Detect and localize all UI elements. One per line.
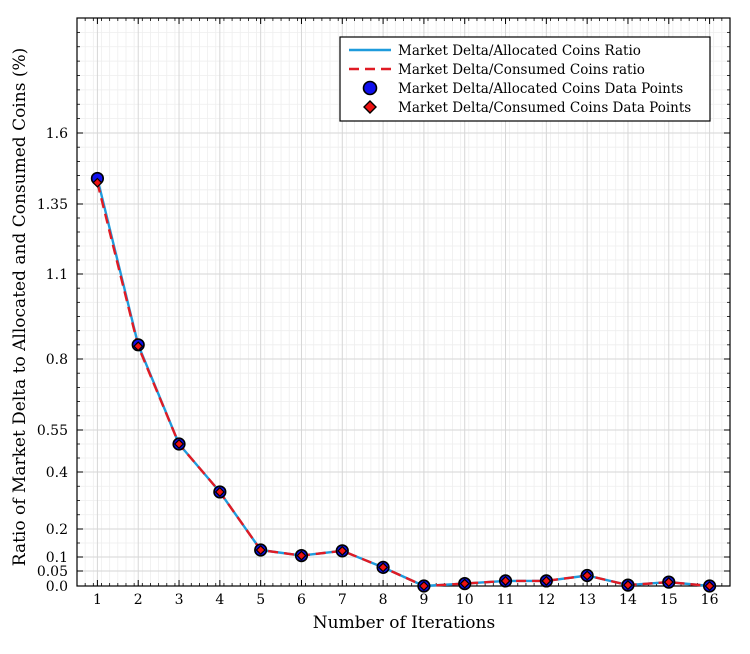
x-tick-label: 10 bbox=[456, 592, 474, 608]
legend-label: Market Delta/Consumed Coins ratio bbox=[398, 62, 645, 78]
y-tick-label: 1.6 bbox=[46, 126, 68, 142]
data-point-consumed bbox=[500, 575, 511, 586]
data-point-consumed bbox=[92, 177, 103, 188]
x-tick-label: 4 bbox=[215, 592, 224, 608]
x-tick-label: 9 bbox=[419, 592, 428, 608]
x-tick-label: 15 bbox=[660, 592, 678, 608]
markers bbox=[90, 171, 717, 593]
x-tick-label: 6 bbox=[297, 592, 306, 608]
data-point-consumed bbox=[173, 438, 185, 450]
data-point-consumed bbox=[582, 570, 593, 581]
data-point-consumed bbox=[378, 562, 389, 573]
data-point-consumed bbox=[459, 578, 470, 589]
legend-label: Market Delta/Allocated Coins Data Points bbox=[398, 81, 683, 97]
y-tick-label: 0.4 bbox=[46, 465, 68, 481]
data-point-consumed bbox=[337, 545, 348, 556]
data-point-consumed bbox=[255, 544, 266, 556]
data-point-consumed bbox=[622, 580, 634, 591]
data-point-consumed bbox=[418, 580, 429, 592]
legend-label: Market Delta/Consumed Coins Data Points bbox=[398, 100, 691, 116]
series bbox=[96, 178, 710, 588]
y-axis-label: Ratio of Market Delta to Allocated and C… bbox=[10, 48, 30, 567]
series-line-consumed bbox=[96, 182, 710, 588]
legend-swatch-consumed-point bbox=[363, 100, 377, 114]
data-point-consumed bbox=[133, 341, 144, 352]
x-tick-label: 7 bbox=[338, 592, 347, 608]
x-tick-label: 2 bbox=[134, 592, 143, 608]
x-tick-label: 5 bbox=[256, 592, 265, 608]
legend-box bbox=[339, 36, 711, 122]
y-tick-label: 1.35 bbox=[37, 197, 68, 213]
x-tick-label: 11 bbox=[497, 592, 515, 608]
x-tick-label: 3 bbox=[175, 592, 184, 608]
x-tick-label: 13 bbox=[578, 592, 596, 608]
y-tick-label: 0.1 bbox=[46, 550, 68, 566]
x-tick-label: 1 bbox=[93, 592, 102, 608]
x-tick-label: 16 bbox=[701, 592, 719, 608]
x-tick-label: 8 bbox=[379, 592, 388, 608]
x-tick-label: 12 bbox=[537, 592, 555, 608]
data-point-consumed bbox=[663, 577, 674, 588]
data-point-consumed bbox=[214, 486, 225, 497]
legend-swatch-allocated-point bbox=[362, 80, 378, 96]
x-tick-label: 14 bbox=[619, 592, 637, 608]
x-axis-label: Number of Iterations bbox=[313, 613, 495, 633]
data-point-consumed bbox=[296, 550, 307, 561]
y-tick-label: 0.8 bbox=[46, 352, 68, 368]
y-tick-label: 0.2 bbox=[46, 522, 68, 538]
data-point-consumed bbox=[541, 575, 552, 586]
tick-labels: 1 2 3 4 5 6 7 8 9 10 11 12 13 14 15 160.00.050.10.20.40… bbox=[37, 126, 719, 608]
y-tick-label: 1.1 bbox=[46, 267, 68, 283]
data-point-consumed bbox=[704, 580, 715, 592]
y-tick-label: 0.55 bbox=[37, 423, 68, 439]
y-tick-label: 0.05 bbox=[37, 564, 68, 580]
legend-label: Market Delta/Allocated Coins Ratio bbox=[398, 43, 641, 59]
y-tick-label: 0.0 bbox=[46, 579, 68, 595]
legend: Market Delta/Allocated Coins Ratio Market… bbox=[339, 36, 711, 122]
